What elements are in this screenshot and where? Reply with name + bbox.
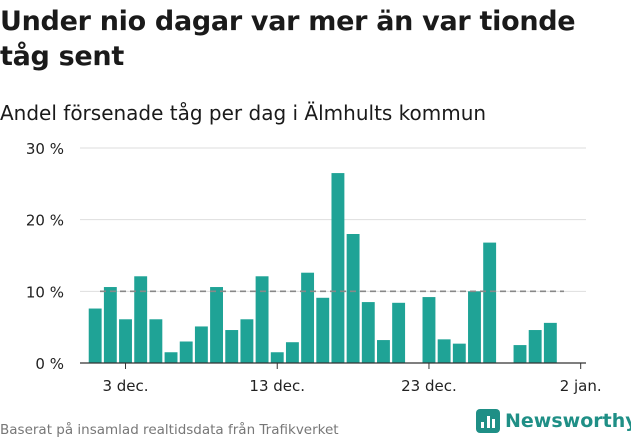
bar <box>179 341 193 363</box>
bar <box>225 330 239 363</box>
x-tick-label: 23 dec. <box>401 377 457 395</box>
bar <box>483 242 497 363</box>
bar <box>301 272 315 363</box>
source-note: Baserat på insamlad realtidsdata från Tr… <box>0 422 339 438</box>
newsworthy-bar-chart-icon <box>476 409 500 433</box>
bar <box>543 322 557 363</box>
x-tick-label: 2 jan. <box>560 377 602 395</box>
bar-chart: 0 % 10 % 20 % 30 % 3 dec. 13 dec. 23 dec. 2 jan… <box>26 140 602 395</box>
bar <box>270 352 284 363</box>
axis-layer: 0 % 10 % 20 % 30 % 3 dec. 13 dec. 23 dec. 2 jan… <box>26 140 602 395</box>
bar <box>422 297 436 363</box>
chart-subtitle: Andel försenade tåg per dag i Älmhults k… <box>0 101 487 125</box>
bar-layer <box>88 173 564 363</box>
bar <box>331 173 345 363</box>
y-tick-label: 0 % <box>35 355 64 373</box>
bar <box>513 345 527 363</box>
bar <box>119 319 132 363</box>
x-tick-label: 13 dec. <box>249 377 305 395</box>
bar <box>346 234 360 363</box>
bar <box>468 291 481 363</box>
brand-name: Newsworthy <box>505 410 631 432</box>
bar <box>88 308 102 363</box>
bar <box>194 326 208 363</box>
bar <box>361 302 375 363</box>
bar <box>240 319 254 363</box>
bar <box>103 287 117 363</box>
y-tick-label: 20 % <box>26 212 64 230</box>
bar <box>316 297 330 363</box>
bar <box>164 352 178 363</box>
y-tick-label: 30 % <box>26 140 64 158</box>
y-tick-label: 10 % <box>26 283 64 301</box>
bar <box>392 302 406 363</box>
chart-title: Under nio dagar var mer än var tionde tå… <box>0 6 576 72</box>
bar <box>437 339 451 363</box>
bar <box>377 340 390 363</box>
brand-logo: Newsworthy <box>476 409 631 433</box>
bar <box>210 287 223 363</box>
bar <box>528 330 542 363</box>
bar <box>149 319 163 363</box>
bar <box>285 342 299 363</box>
bar <box>134 276 148 363</box>
x-tick-label: 3 dec. <box>102 377 148 395</box>
bar <box>255 276 269 363</box>
bar <box>452 343 466 363</box>
